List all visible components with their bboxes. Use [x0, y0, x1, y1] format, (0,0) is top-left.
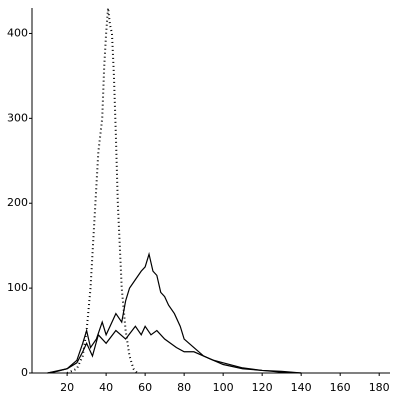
- x-tick-label: 100: [213, 381, 234, 394]
- line-series: [47, 251, 302, 374]
- y-tick-label: 0: [21, 366, 28, 379]
- line-series: [66, 7, 139, 374]
- x-tick-label: 180: [369, 381, 390, 394]
- x-tick-label: 160: [330, 381, 351, 394]
- x-tick-label: 20: [60, 381, 74, 394]
- x-tick-label: 60: [138, 381, 152, 394]
- x-tick-label: 120: [252, 381, 273, 394]
- y-tick-label: 200: [7, 196, 28, 209]
- line-series: [47, 325, 302, 374]
- x-tick-label: 80: [177, 381, 191, 394]
- y-tick-label: 400: [7, 26, 28, 39]
- x-tick-label: 140: [291, 381, 312, 394]
- x-tick-label: 40: [99, 381, 113, 394]
- y-tick-label: 300: [7, 111, 28, 124]
- y-tick-label: 100: [7, 281, 28, 294]
